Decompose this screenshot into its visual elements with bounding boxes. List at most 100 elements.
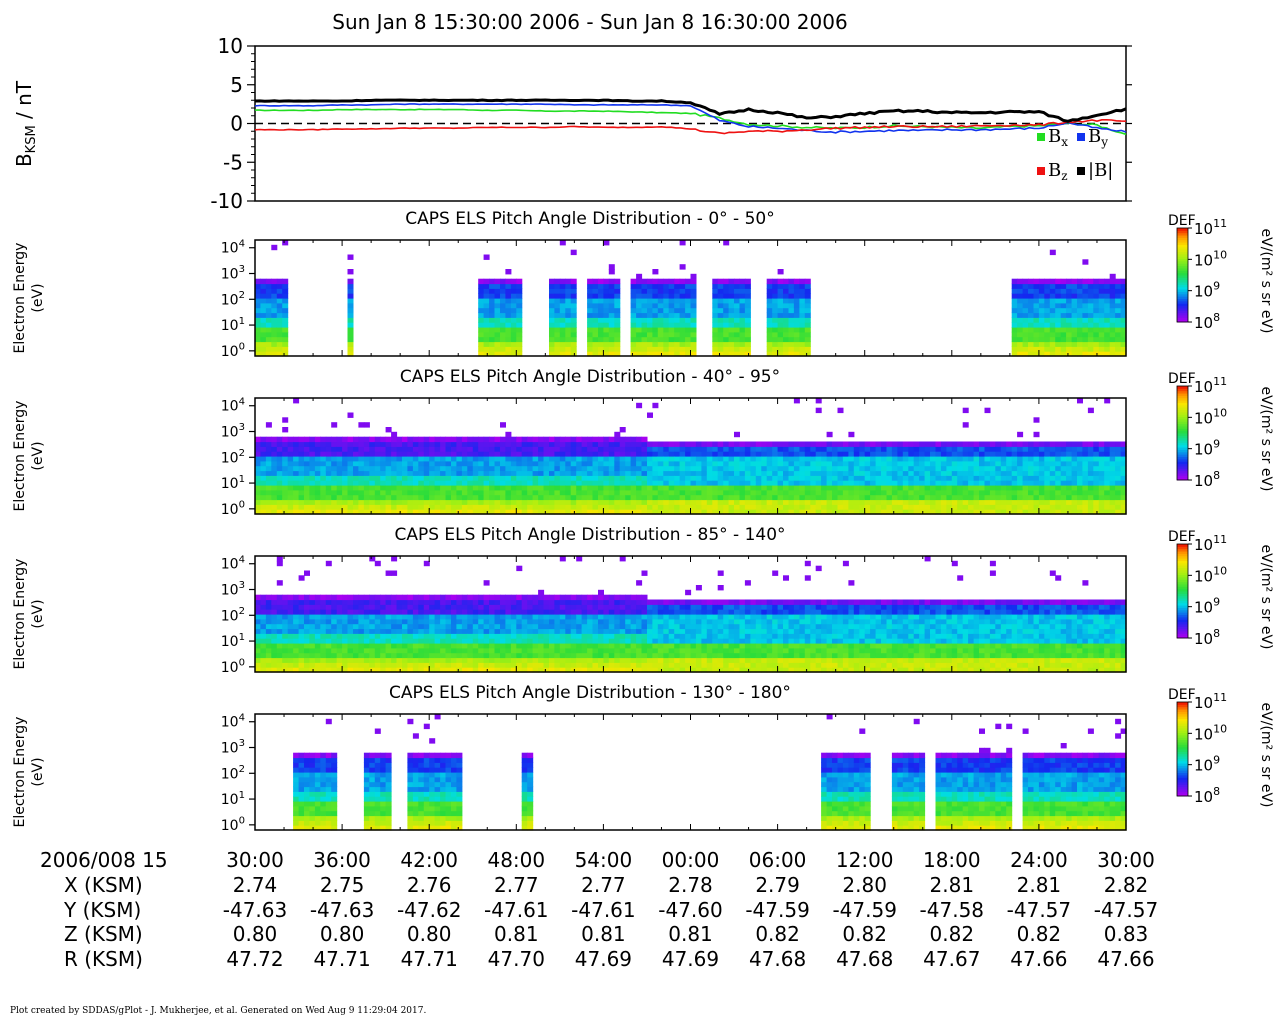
spectrogram-cell	[342, 604, 349, 610]
spectrogram-cell	[494, 307, 501, 314]
spectrogram-cell	[576, 599, 583, 605]
spectrogram-cell	[293, 599, 300, 605]
spectrogram-cell	[592, 504, 599, 510]
spectrogram-cell	[336, 604, 343, 610]
spectrogram-cell	[685, 441, 692, 447]
spectrogram-cell	[1087, 312, 1094, 318]
spectrogram-cell	[440, 475, 447, 481]
spectrogram-cell	[598, 470, 604, 476]
spectrogram-cell	[723, 489, 730, 496]
spectrogram-cell	[483, 604, 490, 610]
spectrogram-cell	[663, 322, 670, 328]
spectrogram-cell	[652, 269, 659, 275]
spectrogram-cell	[598, 312, 604, 318]
spectrogram-cell	[483, 489, 490, 496]
spectrogram-cell	[510, 283, 517, 289]
spectrogram-cell	[750, 441, 757, 447]
spectrogram-cell	[554, 465, 561, 472]
spectrogram-cell	[1049, 293, 1056, 299]
spectrogram-cell	[478, 312, 485, 318]
spectrogram-cell	[423, 456, 430, 462]
spectrogram-cell	[913, 509, 920, 515]
spectrogram-cell	[282, 288, 289, 294]
spectrogram-cell	[657, 446, 664, 452]
spectrogram-cell	[461, 662, 468, 668]
spectrogram-cell	[570, 609, 577, 615]
spectrogram-cell	[429, 657, 436, 663]
spectrogram-cell	[255, 331, 261, 338]
spectrogram-cell	[1071, 504, 1078, 510]
spectrogram-cell	[706, 489, 713, 496]
spectrogram-cell	[1098, 475, 1105, 481]
spectrogram-cell	[1049, 456, 1056, 462]
spectrogram-cell	[325, 633, 332, 639]
spectrogram-cell	[674, 460, 681, 467]
spectrogram-cell	[657, 302, 664, 309]
spectrogram-cell	[842, 451, 849, 457]
panel-ytick-label: 101	[221, 316, 245, 334]
spectrogram-cell	[521, 614, 528, 620]
spectrogram-cell	[598, 643, 604, 649]
spectrogram-cell	[891, 441, 898, 447]
spectrogram-cell	[973, 499, 980, 505]
spectrogram-cell	[347, 254, 354, 260]
spectrogram-cell	[842, 480, 849, 486]
spectrogram-cell	[554, 456, 561, 462]
spectrogram-cell	[592, 509, 599, 515]
spectrogram-cell	[793, 307, 800, 314]
spectrogram-cell	[576, 623, 583, 630]
spectrogram-cell	[1033, 451, 1040, 457]
spectrogram-cell	[510, 623, 517, 630]
spectrogram-cell	[679, 346, 686, 352]
spectrogram-cell	[402, 657, 408, 663]
spectrogram-cell	[412, 667, 419, 673]
spectrogram-cell	[538, 638, 545, 644]
spectrogram-cell	[570, 327, 577, 333]
spectrogram-cell	[521, 652, 528, 659]
spectrogram-cell	[402, 643, 408, 649]
spectrogram-cell	[543, 504, 550, 510]
spectrogram-cell	[603, 485, 610, 491]
spectrogram-cell	[924, 446, 931, 452]
spectrogram-cell	[516, 322, 523, 328]
spectrogram-cell	[788, 451, 795, 457]
spectrogram-cell	[554, 480, 561, 486]
spectrogram-cell	[984, 446, 991, 452]
panel-ytick-label: 103	[221, 422, 245, 440]
spectrogram-cell	[314, 594, 321, 601]
spectrogram-cell	[483, 494, 490, 501]
spectrogram-cell	[265, 446, 272, 452]
spectrogram-cell	[728, 331, 735, 338]
spectrogram-cell	[402, 638, 408, 644]
spectrogram-cell	[527, 441, 534, 447]
spectrogram-cell	[260, 307, 267, 314]
spectrogram-cell	[456, 618, 463, 625]
spectrogram-cell	[260, 494, 267, 501]
spectrogram-cell	[347, 317, 354, 323]
spectrogram-cell	[603, 283, 610, 289]
spectrogram-cell	[451, 465, 457, 472]
spectrogram-cell	[1093, 451, 1100, 457]
spectrogram-cell	[1098, 312, 1105, 318]
spectrogram-cell	[1044, 485, 1051, 491]
panel-ytick-label-base: 10	[221, 344, 239, 360]
spectrogram-cell	[467, 647, 474, 654]
spectrogram-cell	[412, 633, 419, 639]
spectrogram-cell	[968, 441, 975, 447]
spectrogram-cell	[483, 580, 490, 586]
spectrogram-cell	[505, 436, 512, 443]
spectrogram-cell	[1033, 456, 1040, 462]
spectrogram-cell	[1044, 331, 1051, 338]
spectrogram-cell	[772, 327, 779, 333]
spectrogram-cell	[347, 475, 354, 481]
spectrogram-cell	[570, 623, 577, 630]
spectrogram-cell	[1033, 293, 1040, 299]
spectrogram-cell	[271, 293, 278, 299]
spectrogram-cell	[723, 293, 730, 299]
spectrogram-cell	[962, 470, 969, 476]
spectrogram-cell	[783, 480, 789, 486]
spectrogram-cell	[309, 436, 316, 443]
spectrogram-cell	[935, 441, 942, 447]
spectrogram-cell	[842, 489, 849, 496]
spectrogram-cell	[271, 451, 278, 457]
